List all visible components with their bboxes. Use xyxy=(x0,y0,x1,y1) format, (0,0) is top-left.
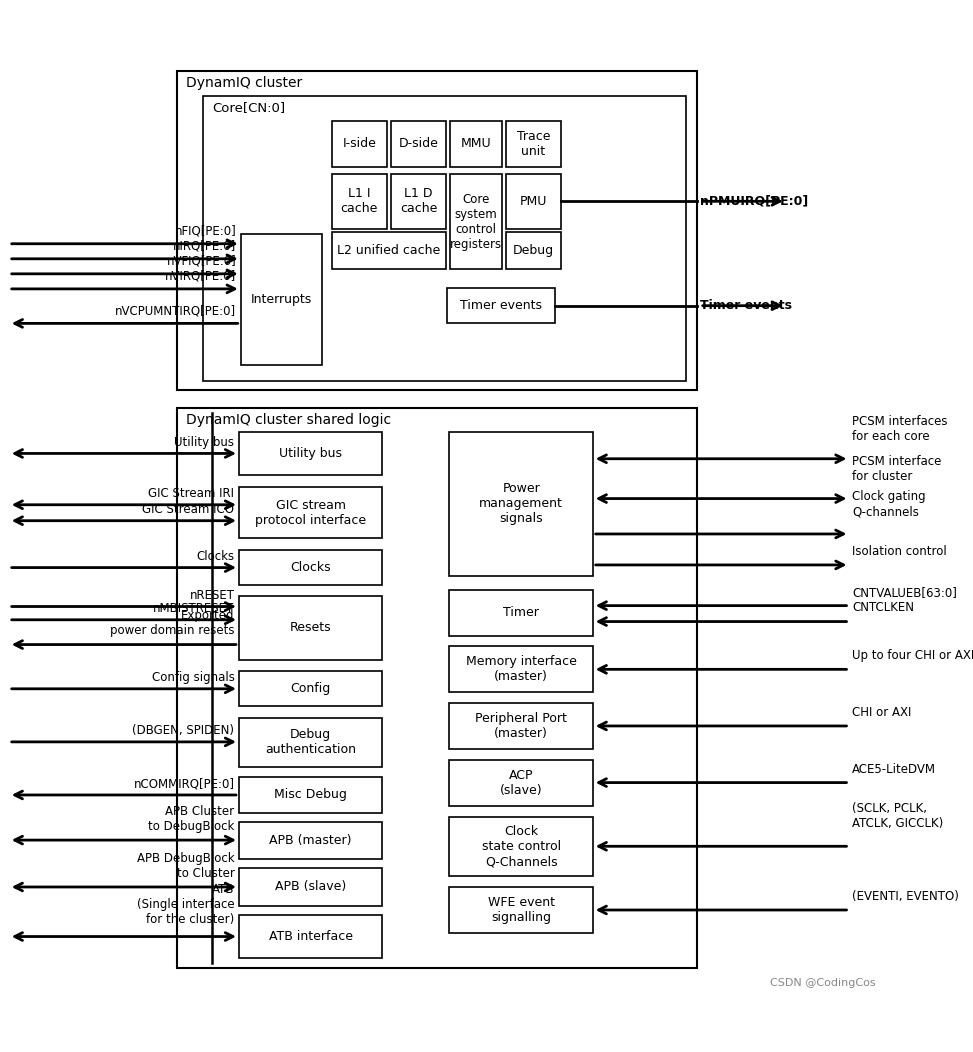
Bar xyxy=(239,868,382,906)
Text: Debug: Debug xyxy=(513,244,554,258)
Text: Clocks: Clocks xyxy=(290,561,331,574)
Text: CSDN @CodingCos: CSDN @CodingCos xyxy=(770,977,876,988)
Bar xyxy=(177,72,698,389)
Text: nVFIQ[PE:0]: nVFIQ[PE:0] xyxy=(166,255,236,267)
Bar xyxy=(447,288,555,323)
Text: Trace
unit: Trace unit xyxy=(517,129,551,158)
Text: Clocks: Clocks xyxy=(197,550,234,563)
Text: PMU: PMU xyxy=(520,195,547,208)
Bar xyxy=(506,121,561,167)
Bar xyxy=(391,174,446,228)
Bar xyxy=(239,915,382,957)
Text: nFIQ[PE:0]: nFIQ[PE:0] xyxy=(174,224,236,238)
Bar xyxy=(450,121,502,167)
Text: DynamIQ cluster: DynamIQ cluster xyxy=(186,76,302,89)
Bar xyxy=(450,703,593,749)
Text: L1 I
cache: L1 I cache xyxy=(341,187,378,216)
Bar xyxy=(450,646,593,692)
Text: Debug
authentication: Debug authentication xyxy=(265,728,356,756)
Bar xyxy=(332,232,446,269)
Bar xyxy=(177,408,698,968)
Bar xyxy=(450,590,593,635)
Text: nPMUIRQ[PE:0]: nPMUIRQ[PE:0] xyxy=(700,195,809,208)
Text: CNTVALUEB[63:0]: CNTVALUEB[63:0] xyxy=(852,586,956,599)
Text: APB (slave): APB (slave) xyxy=(275,881,346,893)
Text: Peripheral Port
(master): Peripheral Port (master) xyxy=(475,712,567,740)
Text: PCSM interface
for cluster: PCSM interface for cluster xyxy=(852,454,942,483)
Text: APB (master): APB (master) xyxy=(270,833,352,847)
Text: Resets: Resets xyxy=(290,622,332,634)
Text: nCOMMIRQ[PE:0]: nCOMMIRQ[PE:0] xyxy=(133,777,234,790)
Text: nMBISTRESET: nMBISTRESET xyxy=(153,603,234,615)
Bar xyxy=(450,760,593,806)
Text: ACE5-LiteDVM: ACE5-LiteDVM xyxy=(852,763,936,775)
Text: (SCLK, PCLK,
ATCLK, GICCLK): (SCLK, PCLK, ATCLK, GICCLK) xyxy=(852,803,943,830)
Text: (EVENTI, EVENTO): (EVENTI, EVENTO) xyxy=(852,890,959,903)
Bar xyxy=(239,595,382,660)
Bar xyxy=(450,817,593,876)
Bar xyxy=(450,432,593,575)
Bar xyxy=(391,121,446,167)
Bar xyxy=(239,432,382,474)
Text: CNTCLKEN: CNTCLKEN xyxy=(852,602,914,614)
Text: Clock
state control
Q-Channels: Clock state control Q-Channels xyxy=(482,825,560,868)
Text: Core
system
control
registers: Core system control registers xyxy=(450,193,502,250)
Text: GIC stream
protocol interface: GIC stream protocol interface xyxy=(255,499,366,527)
Bar xyxy=(239,550,382,585)
Text: MMU: MMU xyxy=(460,137,491,150)
Bar xyxy=(203,96,686,381)
Text: Timer events: Timer events xyxy=(700,299,792,312)
Text: Timer: Timer xyxy=(503,606,539,620)
Text: I-side: I-side xyxy=(342,137,377,150)
Bar xyxy=(239,777,382,812)
Text: D-side: D-side xyxy=(399,137,439,150)
Text: GIC Stream IRI: GIC Stream IRI xyxy=(149,487,234,501)
Text: Config: Config xyxy=(290,683,331,695)
Text: nVCPUMNTIRQ[PE:0]: nVCPUMNTIRQ[PE:0] xyxy=(115,304,236,318)
Text: Isolation control: Isolation control xyxy=(852,545,947,558)
Text: ACP
(slave): ACP (slave) xyxy=(500,769,542,796)
Text: Misc Debug: Misc Debug xyxy=(274,788,347,802)
Text: Power
management
signals: Power management signals xyxy=(479,483,563,525)
Bar xyxy=(239,671,382,707)
Text: DynamIQ cluster shared logic: DynamIQ cluster shared logic xyxy=(186,412,391,427)
Text: CHI or AXI: CHI or AXI xyxy=(852,706,912,719)
Text: Utility bus: Utility bus xyxy=(174,436,234,449)
Text: Memory interface
(master): Memory interface (master) xyxy=(466,655,577,684)
Text: Clock gating
Q-channels: Clock gating Q-channels xyxy=(852,490,925,518)
Bar xyxy=(332,174,386,228)
Text: nVIRQ[PE:0]: nVIRQ[PE:0] xyxy=(165,269,236,283)
Text: APB DebugBlock
to Cluster: APB DebugBlock to Cluster xyxy=(137,852,234,879)
Text: nRESET: nRESET xyxy=(190,589,234,602)
Text: L1 D
cache: L1 D cache xyxy=(400,187,437,216)
Bar xyxy=(239,822,382,858)
Bar xyxy=(240,234,322,365)
Text: Exported
power domain resets: Exported power domain resets xyxy=(110,609,234,638)
Text: ATB
(Single interface
for the cluster): ATB (Single interface for the cluster) xyxy=(137,883,234,926)
Text: Core[CN:0]: Core[CN:0] xyxy=(212,101,285,114)
Text: L2 unified cache: L2 unified cache xyxy=(338,244,441,258)
Text: WFE event
signalling: WFE event signalling xyxy=(487,896,555,924)
Bar xyxy=(506,232,561,269)
Text: GIC Stream ICO: GIC Stream ICO xyxy=(142,503,234,517)
Text: ATB interface: ATB interface xyxy=(269,930,352,943)
Text: Utility bus: Utility bus xyxy=(279,447,342,460)
Bar xyxy=(332,121,386,167)
Bar xyxy=(239,719,382,767)
Bar xyxy=(450,174,502,269)
Text: Up to four CHI or AXI: Up to four CHI or AXI xyxy=(852,649,973,663)
Text: Timer events: Timer events xyxy=(460,299,542,312)
Text: Config signals: Config signals xyxy=(152,671,234,685)
Bar xyxy=(239,487,382,539)
Bar xyxy=(506,174,561,228)
Text: (DBGEN, SPIDEN): (DBGEN, SPIDEN) xyxy=(132,725,234,737)
Text: PCSM interfaces
for each core: PCSM interfaces for each core xyxy=(852,414,948,443)
Text: Interrupts: Interrupts xyxy=(251,294,312,306)
Text: APB Cluster
to DebugBlock: APB Cluster to DebugBlock xyxy=(148,805,234,833)
Text: nIRQ[PE:0]: nIRQ[PE:0] xyxy=(173,240,236,252)
Bar xyxy=(450,887,593,933)
